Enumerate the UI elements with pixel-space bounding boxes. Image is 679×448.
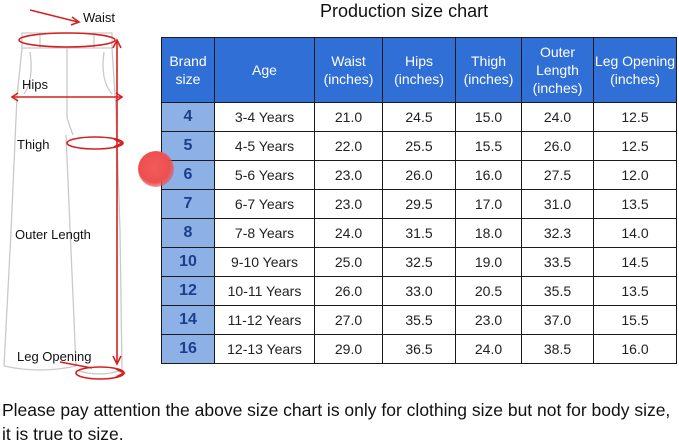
- cell-outer-length: 35.5: [521, 276, 594, 306]
- cell-thigh: 16.0: [455, 160, 522, 190]
- cell-thigh: 17.0: [455, 189, 522, 219]
- cell-thigh: 15.0: [455, 102, 522, 132]
- table-row: 7 6-7 Years 23.0 29.5 17.0 31.0 13.5: [161, 189, 677, 219]
- cell-leg-opening: 15.5: [593, 305, 677, 335]
- header-waist: Waist (inches): [314, 37, 383, 103]
- cell-brand-size: 10: [161, 247, 215, 277]
- red-marker-dot: [138, 151, 174, 187]
- table-row: 6 5-6 Years 23.0 26.0 16.0 27.5 12.0: [161, 160, 677, 190]
- pants-diagram: [3, 9, 126, 380]
- cell-outer-length: 31.0: [521, 189, 594, 219]
- cell-brand-size: 5: [161, 131, 215, 161]
- cell-brand-size: 7: [161, 189, 215, 219]
- cell-brand-size: 16: [161, 334, 215, 364]
- cell-brand-size: 8: [161, 218, 215, 248]
- table-row: 14 11-12 Years 27.0 35.5 23.0 37.0 15.5: [161, 305, 677, 335]
- cell-brand-size: 4: [161, 102, 215, 132]
- cell-waist: 26.0: [314, 276, 383, 306]
- cell-outer-length: 37.0: [521, 305, 594, 335]
- cell-age: 11-12 Years: [214, 305, 315, 335]
- table-row: 8 7-8 Years 24.0 31.5 18.0 32.3 14.0: [161, 218, 677, 248]
- cell-waist: 21.0: [314, 102, 383, 132]
- cell-leg-opening: 13.5: [593, 189, 677, 219]
- cell-hips: 36.5: [382, 334, 456, 364]
- cell-age: 7-8 Years: [214, 218, 315, 248]
- cell-waist: 25.0: [314, 247, 383, 277]
- table-row: 5 4-5 Years 22.0 25.5 15.5 26.0 12.5: [161, 131, 677, 161]
- table-row: 16 12-13 Years 29.0 36.5 24.0 38.5 16.0: [161, 334, 677, 364]
- header-hips: Hips (inches): [382, 37, 456, 103]
- cell-waist: 22.0: [314, 131, 383, 161]
- header-thigh: Thigh (inches): [455, 37, 522, 103]
- cell-hips: 29.5: [382, 189, 456, 219]
- size-chart-table: Brand size Age Waist (inches) Hips (inch…: [161, 37, 677, 364]
- cell-waist: 24.0: [314, 218, 383, 248]
- diagram-label-waist: Waist: [83, 10, 116, 25]
- cell-hips: 26.0: [382, 160, 456, 190]
- cell-hips: 24.5: [382, 102, 456, 132]
- cell-thigh: 23.0: [455, 305, 522, 335]
- table-row: 12 10-11 Years 26.0 33.0 20.5 35.5 13.5: [161, 276, 677, 306]
- cell-outer-length: 32.3: [521, 218, 594, 248]
- header-brand-size: Brand size: [161, 37, 215, 103]
- cell-thigh: 20.5: [455, 276, 522, 306]
- table-row: 4 3-4 Years 21.0 24.5 15.0 24.0 12.5: [161, 102, 677, 132]
- cell-leg-opening: 12.5: [593, 131, 677, 161]
- diagram-label-outer-length: Outer Length: [15, 227, 91, 242]
- cell-leg-opening: 12.5: [593, 102, 677, 132]
- cell-leg-opening: 12.0: [593, 160, 677, 190]
- cell-hips: 31.5: [382, 218, 456, 248]
- cell-hips: 32.5: [382, 247, 456, 277]
- cell-outer-length: 33.5: [521, 247, 594, 277]
- cell-outer-length: 26.0: [521, 131, 594, 161]
- cell-waist: 27.0: [314, 305, 383, 335]
- cell-brand-size: 12: [161, 276, 215, 306]
- cell-thigh: 15.5: [455, 131, 522, 161]
- cell-age: 12-13 Years: [214, 334, 315, 364]
- cell-leg-opening: 13.5: [593, 276, 677, 306]
- header-age: Age: [214, 37, 315, 103]
- header-leg-opening: Leg Opening (inches): [593, 37, 677, 103]
- cell-outer-length: 27.5: [521, 160, 594, 190]
- cell-age: 3-4 Years: [214, 102, 315, 132]
- cell-age: 5-6 Years: [214, 160, 315, 190]
- cell-age: 6-7 Years: [214, 189, 315, 219]
- cell-hips: 35.5: [382, 305, 456, 335]
- size-note: Please pay attention the above size char…: [2, 400, 671, 444]
- cell-age: 10-11 Years: [214, 276, 315, 306]
- chart-title: Production size chart: [320, 1, 489, 21]
- cell-age: 9-10 Years: [214, 247, 315, 277]
- cell-waist: 29.0: [314, 334, 383, 364]
- cell-leg-opening: 14.0: [593, 218, 677, 248]
- cell-age: 4-5 Years: [214, 131, 315, 161]
- cell-hips: 33.0: [382, 276, 456, 306]
- diagram-label-hips: Hips: [22, 77, 49, 92]
- cell-leg-opening: 14.5: [593, 247, 677, 277]
- cell-outer-length: 38.5: [521, 334, 594, 364]
- diagram-label-thigh: Thigh: [17, 137, 50, 152]
- cell-thigh: 24.0: [455, 334, 522, 364]
- cell-outer-length: 24.0: [521, 102, 594, 132]
- cell-waist: 23.0: [314, 160, 383, 190]
- cell-leg-opening: 16.0: [593, 334, 677, 364]
- cell-waist: 23.0: [314, 189, 383, 219]
- cell-thigh: 18.0: [455, 218, 522, 248]
- diagram-label-leg-opening: Leg Opening: [17, 349, 92, 364]
- table-row: 10 9-10 Years 25.0 32.5 19.0 33.5 14.5: [161, 247, 677, 277]
- cell-thigh: 19.0: [455, 247, 522, 277]
- cell-hips: 25.5: [382, 131, 456, 161]
- header-outer-length: Outer Length (inches): [521, 37, 594, 103]
- cell-brand-size: 14: [161, 305, 215, 335]
- table-header-row: Brand size Age Waist (inches) Hips (inch…: [161, 37, 677, 103]
